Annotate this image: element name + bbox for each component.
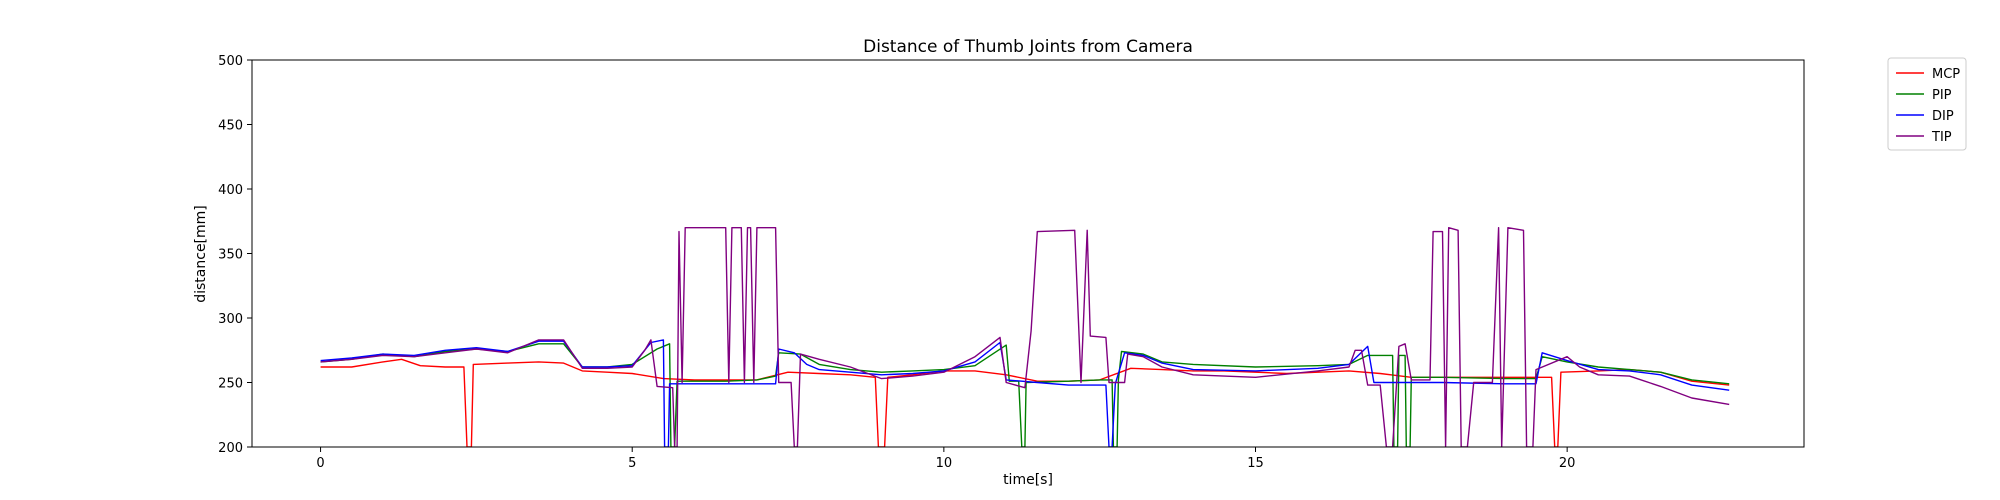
plot-frame — [251, 59, 1805, 448]
x-tick-label: 0 — [316, 456, 324, 471]
x-tick-label: 10 — [936, 456, 953, 471]
y-tick-label: 450 — [218, 119, 243, 134]
series-line-dip — [320, 339, 1730, 447]
x-tick-label: 5 — [628, 456, 636, 471]
legend-label: TIP — [1931, 130, 1952, 145]
y-axis-label: distance[mm] — [193, 205, 209, 303]
x-tick-label: 20 — [1559, 456, 1576, 471]
x-axis-label: time[s] — [1003, 472, 1053, 488]
chart-title: Distance of Thumb Joints from Camera — [863, 37, 1193, 57]
legend-label: DIP — [1932, 109, 1954, 124]
y-axis: 200 250 300 350 400 450 500 — [218, 54, 252, 456]
x-tick-label: 15 — [1247, 456, 1264, 471]
series-line-tip — [320, 227, 1730, 447]
x-axis: 0 5 10 15 20 — [316, 447, 1575, 471]
series-line-mcp — [320, 358, 1730, 447]
y-tick-label: 250 — [218, 377, 243, 392]
y-tick-label: 500 — [218, 54, 243, 69]
y-tick-label: 400 — [218, 183, 243, 198]
plot-lines — [320, 227, 1730, 447]
legend-box — [1887, 57, 1967, 151]
legend: MCP PIP DIP TIP — [1887, 57, 1967, 151]
y-tick-label: 200 — [218, 441, 243, 456]
legend-label: MCP — [1932, 67, 1960, 82]
series-line-pip — [320, 343, 1730, 447]
y-tick-label: 350 — [218, 248, 243, 263]
y-tick-label: 300 — [218, 312, 243, 327]
legend-label: PIP — [1932, 88, 1952, 103]
